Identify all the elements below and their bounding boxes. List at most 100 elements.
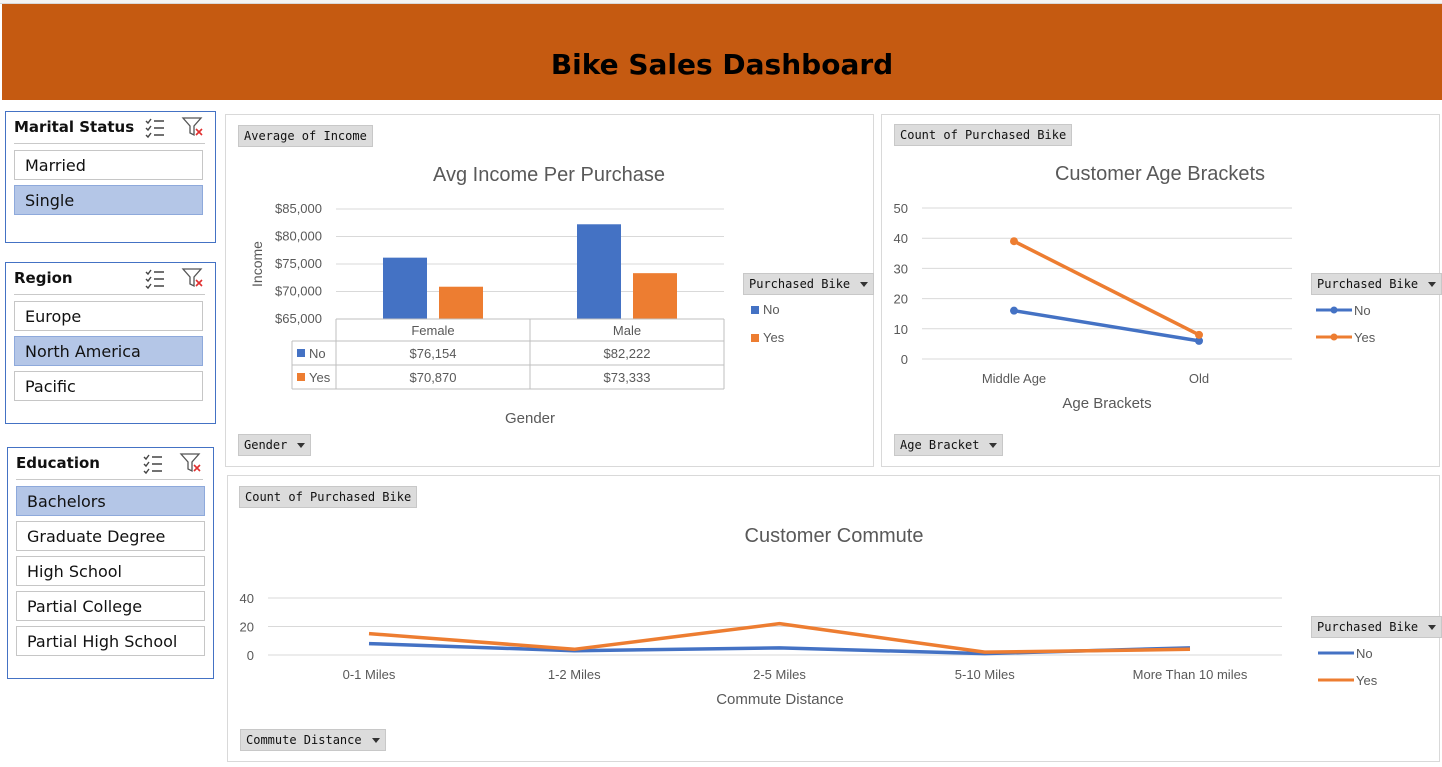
slicer-item[interactable]: Single: [14, 185, 203, 215]
y-tick-label: 0: [247, 648, 254, 663]
axis-field-button[interactable]: Age Bracket: [894, 434, 1004, 456]
legend-field-button[interactable]: Purchased Bike: [743, 273, 875, 295]
data-point: [1195, 330, 1203, 339]
series-line: [1013, 308, 1200, 343]
slicer-title: Region: [14, 269, 73, 287]
dashboard-title: Bike Sales Dashboard: [550, 47, 894, 81]
legend-key: [297, 373, 305, 381]
slicer-header: Region: [14, 263, 205, 295]
multi-select-icon[interactable]: [143, 266, 167, 290]
slicer-marital-status[interactable]: Marital Status Married Single: [5, 111, 216, 243]
dropdown-arrow-icon: [860, 282, 869, 287]
x-axis-label: Commute Distance: [716, 691, 844, 708]
legend-marker: [1330, 306, 1338, 314]
y-axis-label: Income: [249, 241, 265, 287]
slicer-item[interactable]: Partial High School: [16, 626, 205, 656]
legend-label: Yes: [1354, 330, 1376, 345]
sheet-column-strip: [0, 0, 1442, 4]
y-tick-label: $65,000: [275, 311, 322, 326]
y-tick-label: $85,000: [275, 201, 322, 216]
x-category-label: 1-2 Miles: [548, 667, 601, 682]
x-axis-label: Gender: [505, 410, 555, 427]
data-point: [1010, 306, 1018, 315]
data-table-value: $76,154: [410, 346, 457, 361]
dropdown-arrow-icon: [989, 443, 998, 448]
dropdown-arrow-icon: [1428, 625, 1437, 630]
dropdown-arrow-icon: [1428, 282, 1437, 287]
y-tick-label: 0: [901, 352, 908, 367]
series-line: [1013, 239, 1200, 337]
x-category-label: 2-5 Miles: [753, 667, 806, 682]
data-point: [1010, 237, 1018, 246]
slicer-item[interactable]: High School: [16, 556, 205, 586]
slicer-header: Marital Status: [14, 112, 205, 144]
bar: [383, 257, 427, 319]
y-tick-label: $75,000: [275, 256, 322, 271]
x-category-label: Middle Age: [982, 371, 1046, 386]
slicer-item[interactable]: Bachelors: [16, 486, 205, 516]
slicer-education[interactable]: Education Bachelors Graduate Degree High S…: [7, 447, 214, 679]
value-field-button[interactable]: Average of Income: [238, 125, 373, 147]
bar: [439, 286, 483, 319]
legend-key: [751, 334, 759, 342]
clear-filter-icon[interactable]: [179, 451, 203, 475]
axis-field-button[interactable]: Commute Distance: [240, 729, 386, 751]
chart-title: Customer Age Brackets: [1055, 163, 1265, 185]
chart-title: Avg Income Per Purchase: [433, 164, 665, 186]
y-tick-label: 10: [894, 322, 908, 337]
data-point: [1195, 336, 1203, 345]
y-tick-label: 30: [894, 261, 908, 276]
y-tick-label: $70,000: [275, 284, 322, 299]
x-category-label: Old: [1189, 371, 1209, 386]
legend-label: No: [1356, 646, 1373, 661]
legend-marker: [1330, 333, 1338, 341]
chart-panel-income[interactable]: Average of Income Avg Income Per Purchas…: [225, 114, 875, 467]
x-category-label: 0-1 Miles: [343, 667, 396, 682]
legend-key: [297, 349, 305, 357]
slicer-item[interactable]: Married: [14, 150, 203, 180]
y-tick-label: 20: [240, 620, 254, 635]
slicer-item[interactable]: North America: [14, 336, 203, 366]
slicer-item[interactable]: Europe: [14, 301, 203, 331]
x-category-label: 5-10 Miles: [955, 667, 1015, 682]
dropdown-arrow-icon: [371, 738, 380, 743]
data-table-value: $82,222: [604, 346, 651, 361]
slicer-region[interactable]: Region Europe North America Pacific: [5, 262, 216, 424]
legend-label: No: [763, 302, 780, 317]
clear-filter-icon[interactable]: [181, 115, 205, 139]
y-tick-label: 40: [240, 591, 254, 606]
value-field-button[interactable]: Count of Purchased Bike: [894, 124, 1073, 146]
axis-field-button[interactable]: Gender: [238, 434, 312, 456]
bar: [577, 224, 621, 319]
x-category-label: More Than 10 miles: [1133, 667, 1248, 682]
y-tick-label: 20: [894, 292, 908, 307]
value-field-button[interactable]: Count of Purchased Bike: [239, 486, 418, 508]
slicer-title: Marital Status: [14, 118, 135, 136]
legend-label: Yes: [763, 330, 785, 345]
bar: [633, 273, 677, 319]
x-category-label: Male: [613, 323, 641, 338]
slicer-item[interactable]: Pacific: [14, 371, 203, 401]
slicer-item[interactable]: Graduate Degree: [16, 521, 205, 551]
multi-select-icon[interactable]: [143, 115, 167, 139]
data-table-value: $73,333: [604, 370, 651, 385]
chart-panel-commute[interactable]: Count of Purchased Bike Customer Commute…: [227, 475, 1442, 762]
slicer-header: Education: [16, 448, 203, 480]
dashboard-banner: Bike Sales Dashboard: [2, 4, 1442, 100]
legend-field-button[interactable]: Purchased Bike: [1311, 273, 1442, 295]
data-table-row-label: Yes: [309, 370, 331, 385]
legend-field-button[interactable]: Purchased Bike: [1311, 616, 1442, 638]
slicer-item[interactable]: Partial College: [16, 591, 205, 621]
clear-filter-icon[interactable]: [181, 266, 205, 290]
y-tick-label: 40: [894, 231, 908, 246]
legend-label: Yes: [1356, 673, 1378, 688]
multi-select-icon[interactable]: [141, 451, 165, 475]
income-chart: Avg Income Per Purchase $65,000 $70,000 $75…: [249, 164, 785, 427]
chart-title: Customer Commute: [745, 525, 924, 547]
data-table-row-label: No: [309, 346, 326, 361]
commute-chart: Customer Commute 0 20 40 0-1 Miles 1-2 Miles 2…: [240, 525, 1378, 708]
chart-panel-age[interactable]: Count of Purchased Bike Customer Age Bra…: [881, 114, 1442, 467]
dropdown-arrow-icon: [297, 443, 306, 448]
y-tick-label: $80,000: [275, 229, 322, 244]
slicer-title: Education: [16, 454, 100, 472]
